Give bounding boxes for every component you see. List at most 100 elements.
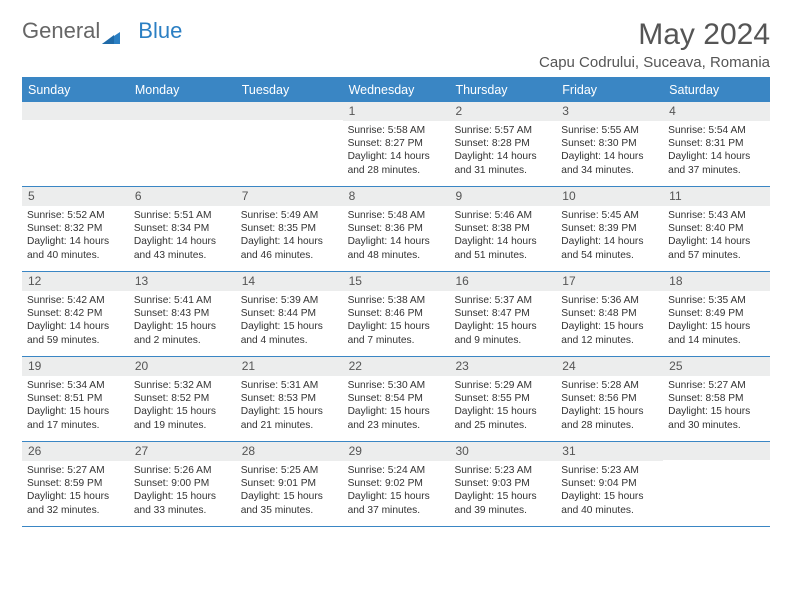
sunrise: Sunrise: 5:58 AM xyxy=(348,124,445,137)
day-cell: 9Sunrise: 5:46 AMSunset: 8:38 PMDaylight… xyxy=(449,187,556,271)
sunset: Sunset: 8:28 PM xyxy=(454,137,551,150)
day-body: Sunrise: 5:32 AMSunset: 8:52 PMDaylight:… xyxy=(129,376,236,435)
day-cell: 12Sunrise: 5:42 AMSunset: 8:42 PMDayligh… xyxy=(22,272,129,356)
sunset: Sunset: 8:55 PM xyxy=(454,392,551,405)
day-body: Sunrise: 5:25 AMSunset: 9:01 PMDaylight:… xyxy=(236,461,343,520)
day-number: 13 xyxy=(129,272,236,291)
sunrise: Sunrise: 5:28 AM xyxy=(561,379,658,392)
daylight: Daylight: 15 hours and 4 minutes. xyxy=(241,320,338,346)
daylight: Daylight: 15 hours and 19 minutes. xyxy=(134,405,231,431)
week-row: 5Sunrise: 5:52 AMSunset: 8:32 PMDaylight… xyxy=(22,187,770,272)
daylight: Daylight: 14 hours and 46 minutes. xyxy=(241,235,338,261)
sunrise: Sunrise: 5:31 AM xyxy=(241,379,338,392)
day-body: Sunrise: 5:43 AMSunset: 8:40 PMDaylight:… xyxy=(663,206,770,265)
day-body: Sunrise: 5:28 AMSunset: 8:56 PMDaylight:… xyxy=(556,376,663,435)
day-cell: 15Sunrise: 5:38 AMSunset: 8:46 PMDayligh… xyxy=(343,272,450,356)
sunrise: Sunrise: 5:45 AM xyxy=(561,209,658,222)
sunrise: Sunrise: 5:41 AM xyxy=(134,294,231,307)
weekday-friday: Friday xyxy=(556,78,663,102)
day-body: Sunrise: 5:27 AMSunset: 8:58 PMDaylight:… xyxy=(663,376,770,435)
day-cell: 27Sunrise: 5:26 AMSunset: 9:00 PMDayligh… xyxy=(129,442,236,526)
sunrise: Sunrise: 5:43 AM xyxy=(668,209,765,222)
daylight: Daylight: 15 hours and 32 minutes. xyxy=(27,490,124,516)
daylight: Daylight: 15 hours and 30 minutes. xyxy=(668,405,765,431)
daylight: Daylight: 15 hours and 28 minutes. xyxy=(561,405,658,431)
weekday-sunday: Sunday xyxy=(22,78,129,102)
day-body: Sunrise: 5:46 AMSunset: 8:38 PMDaylight:… xyxy=(449,206,556,265)
day-body: Sunrise: 5:45 AMSunset: 8:39 PMDaylight:… xyxy=(556,206,663,265)
weekday-header-row: Sunday Monday Tuesday Wednesday Thursday… xyxy=(22,78,770,102)
day-number: 21 xyxy=(236,357,343,376)
daylight: Daylight: 15 hours and 39 minutes. xyxy=(454,490,551,516)
sunset: Sunset: 8:44 PM xyxy=(241,307,338,320)
sunrise: Sunrise: 5:57 AM xyxy=(454,124,551,137)
sunrise: Sunrise: 5:55 AM xyxy=(561,124,658,137)
week-row: 12Sunrise: 5:42 AMSunset: 8:42 PMDayligh… xyxy=(22,272,770,357)
day-body: Sunrise: 5:36 AMSunset: 8:48 PMDaylight:… xyxy=(556,291,663,350)
day-body: Sunrise: 5:48 AMSunset: 8:36 PMDaylight:… xyxy=(343,206,450,265)
day-number: 5 xyxy=(22,187,129,206)
weekday-saturday: Saturday xyxy=(663,78,770,102)
day-cell: 3Sunrise: 5:55 AMSunset: 8:30 PMDaylight… xyxy=(556,102,663,186)
day-body: Sunrise: 5:55 AMSunset: 8:30 PMDaylight:… xyxy=(556,121,663,180)
sunrise: Sunrise: 5:29 AM xyxy=(454,379,551,392)
sunset: Sunset: 9:01 PM xyxy=(241,477,338,490)
daylight: Daylight: 15 hours and 12 minutes. xyxy=(561,320,658,346)
day-number: 10 xyxy=(556,187,663,206)
day-cell: 1Sunrise: 5:58 AMSunset: 8:27 PMDaylight… xyxy=(343,102,450,186)
sunset: Sunset: 8:31 PM xyxy=(668,137,765,150)
sunset: Sunset: 8:43 PM xyxy=(134,307,231,320)
sunset: Sunset: 8:53 PM xyxy=(241,392,338,405)
week-row: 19Sunrise: 5:34 AMSunset: 8:51 PMDayligh… xyxy=(22,357,770,442)
day-number xyxy=(663,442,770,460)
day-cell xyxy=(22,102,129,186)
daylight: Daylight: 14 hours and 48 minutes. xyxy=(348,235,445,261)
daylight: Daylight: 14 hours and 59 minutes. xyxy=(27,320,124,346)
daylight: Daylight: 14 hours and 28 minutes. xyxy=(348,150,445,176)
day-body: Sunrise: 5:34 AMSunset: 8:51 PMDaylight:… xyxy=(22,376,129,435)
sunset: Sunset: 8:54 PM xyxy=(348,392,445,405)
daylight: Daylight: 14 hours and 37 minutes. xyxy=(668,150,765,176)
sunset: Sunset: 8:35 PM xyxy=(241,222,338,235)
day-number: 29 xyxy=(343,442,450,461)
day-number: 1 xyxy=(343,102,450,121)
day-cell: 6Sunrise: 5:51 AMSunset: 8:34 PMDaylight… xyxy=(129,187,236,271)
day-body: Sunrise: 5:29 AMSunset: 8:55 PMDaylight:… xyxy=(449,376,556,435)
daylight: Daylight: 15 hours and 14 minutes. xyxy=(668,320,765,346)
day-cell: 11Sunrise: 5:43 AMSunset: 8:40 PMDayligh… xyxy=(663,187,770,271)
day-body: Sunrise: 5:30 AMSunset: 8:54 PMDaylight:… xyxy=(343,376,450,435)
sunset: Sunset: 9:02 PM xyxy=(348,477,445,490)
weekday-thursday: Thursday xyxy=(449,78,556,102)
sunrise: Sunrise: 5:34 AM xyxy=(27,379,124,392)
day-body: Sunrise: 5:57 AMSunset: 8:28 PMDaylight:… xyxy=(449,121,556,180)
sunrise: Sunrise: 5:38 AM xyxy=(348,294,445,307)
day-cell: 4Sunrise: 5:54 AMSunset: 8:31 PMDaylight… xyxy=(663,102,770,186)
daylight: Daylight: 15 hours and 37 minutes. xyxy=(348,490,445,516)
sunrise: Sunrise: 5:24 AM xyxy=(348,464,445,477)
sunset: Sunset: 9:00 PM xyxy=(134,477,231,490)
day-cell: 22Sunrise: 5:30 AMSunset: 8:54 PMDayligh… xyxy=(343,357,450,441)
day-cell: 8Sunrise: 5:48 AMSunset: 8:36 PMDaylight… xyxy=(343,187,450,271)
day-cell: 21 Sunrise: 5:31 AMSunset: 8:53 PMDayligh… xyxy=(236,357,343,441)
daylight: Daylight: 14 hours and 40 minutes. xyxy=(27,235,124,261)
day-number: 2 xyxy=(449,102,556,121)
logo-text-general: General xyxy=(22,18,100,44)
sunset: Sunset: 8:39 PM xyxy=(561,222,658,235)
sunset: Sunset: 9:04 PM xyxy=(561,477,658,490)
logo: General Blue xyxy=(22,18,182,44)
day-number: 15 xyxy=(343,272,450,291)
day-cell: 28Sunrise: 5:25 AMSunset: 9:01 PMDayligh… xyxy=(236,442,343,526)
logo-text-blue: Blue xyxy=(138,18,182,44)
day-cell: 19Sunrise: 5:34 AMSunset: 8:51 PMDayligh… xyxy=(22,357,129,441)
weekday-wednesday: Wednesday xyxy=(343,78,450,102)
day-cell: 29 Sunrise: 5:24 AMSunset: 9:02 PMDayligh… xyxy=(343,442,450,526)
day-number xyxy=(22,102,129,120)
sunset: Sunset: 8:59 PM xyxy=(27,477,124,490)
daylight: Daylight: 15 hours and 21 minutes. xyxy=(241,405,338,431)
day-cell: 17Sunrise: 5:36 AMSunset: 8:48 PMDayligh… xyxy=(556,272,663,356)
day-number: 25 xyxy=(663,357,770,376)
daylight: Daylight: 14 hours and 54 minutes. xyxy=(561,235,658,261)
day-number: 8 xyxy=(343,187,450,206)
sunrise: Sunrise: 5:35 AM xyxy=(668,294,765,307)
day-cell: 20Sunrise: 5:32 AMSunset: 8:52 PMDayligh… xyxy=(129,357,236,441)
